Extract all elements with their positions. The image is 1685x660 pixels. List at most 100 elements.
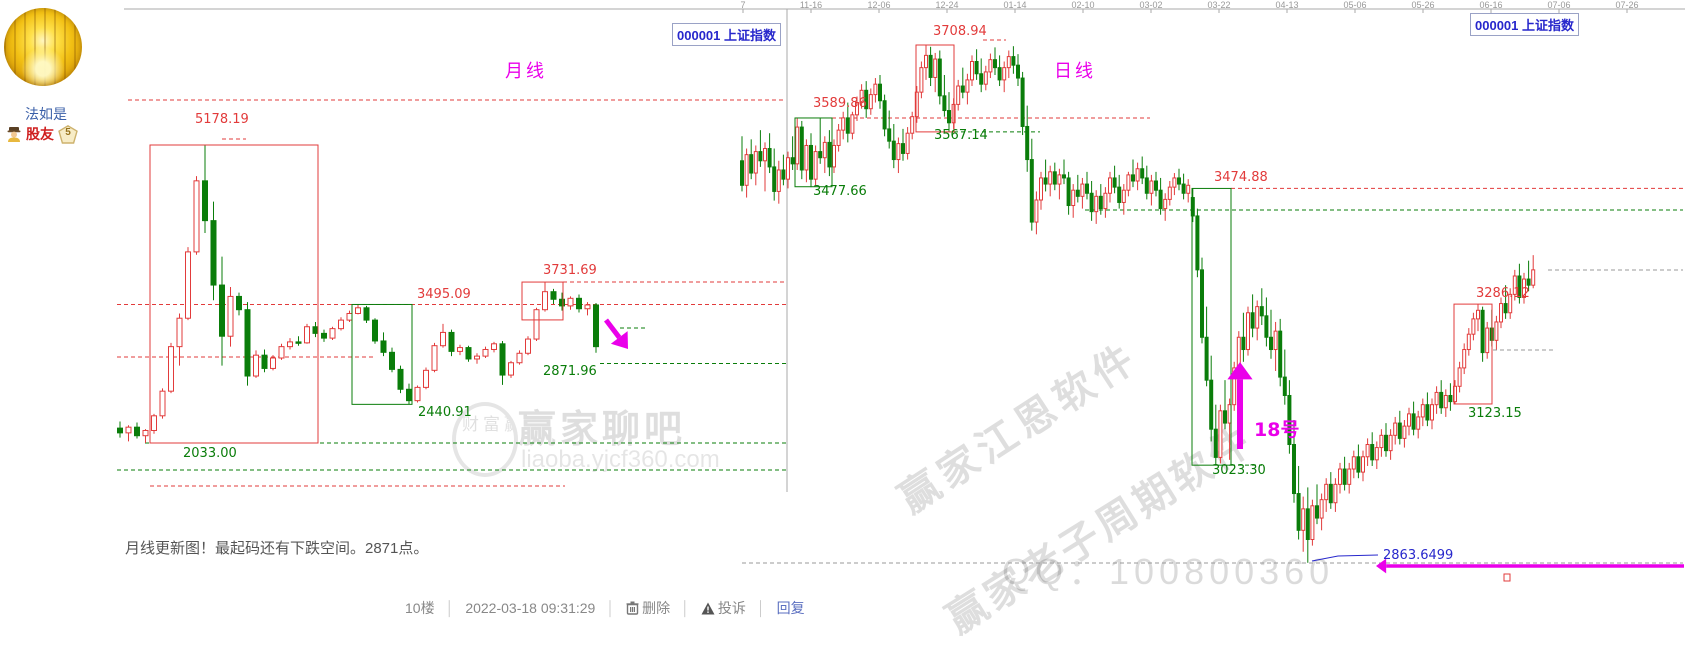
candle-body [533, 309, 540, 340]
candle-body [1269, 336, 1273, 351]
candle-body [1462, 349, 1467, 369]
candle-body [491, 343, 497, 350]
candle-body [1434, 391, 1439, 406]
candle-body [1020, 77, 1025, 127]
candle-body [1512, 275, 1517, 295]
candle-body [1098, 195, 1103, 210]
candle-body [1526, 278, 1531, 286]
candle-body [1135, 168, 1140, 182]
candle-body [236, 295, 242, 311]
candle-body [1282, 376, 1287, 396]
candle-body [593, 304, 599, 348]
annotation-box [521, 281, 564, 321]
candle-body [559, 298, 565, 307]
candle-body [542, 291, 548, 311]
magenta-arrow-head [1227, 362, 1253, 380]
candle-body [1301, 508, 1306, 531]
candle-body [781, 169, 786, 180]
candle-body [1443, 394, 1448, 409]
candle-body [804, 144, 809, 171]
candle-body [125, 426, 132, 434]
candle-body [1186, 184, 1191, 194]
avatar[interactable] [4, 8, 82, 86]
candle-body [1209, 379, 1214, 430]
candle-body [117, 427, 123, 434]
candle-body [937, 58, 942, 97]
candle-body [1397, 422, 1402, 439]
candle-body [956, 85, 961, 105]
candle-body [1052, 171, 1057, 185]
annotation-box [1191, 187, 1232, 466]
candle-body [1310, 505, 1315, 540]
candle-body [1250, 312, 1255, 329]
delete-button[interactable]: 删除 [626, 598, 670, 618]
candle-body [329, 328, 336, 339]
candle-body [1163, 198, 1168, 210]
candle-body [1043, 177, 1048, 185]
candle-body [1333, 483, 1338, 504]
candle-body [960, 85, 965, 93]
candle-body [304, 326, 310, 344]
reply-button[interactable]: 回复 [776, 600, 805, 616]
candle-body [474, 355, 480, 360]
candle-body [744, 154, 749, 186]
candle-body [1374, 447, 1379, 461]
candle-body [1167, 186, 1172, 200]
candle-body [1154, 180, 1158, 191]
candle-body [193, 180, 200, 253]
left-chart-period-label: 月线 [505, 61, 547, 81]
candle-body [1457, 367, 1462, 387]
username[interactable]: 法如是 [25, 106, 67, 122]
candle-body [1338, 468, 1342, 485]
candle-body [919, 67, 924, 93]
candle-body [896, 143, 901, 161]
trash-icon [626, 601, 639, 615]
candle-body [1140, 168, 1145, 179]
candle-body [965, 79, 970, 93]
candle-body [508, 362, 514, 376]
candle-body [850, 114, 855, 134]
footer-divider [606, 600, 615, 616]
user-badges: 股友 5 [6, 124, 106, 144]
post-timestamp: 2022-03-18 09:31:29 [465, 600, 596, 616]
candle-body [423, 369, 429, 388]
candle-body [1264, 315, 1269, 338]
candle-body [1108, 177, 1112, 194]
candle-body [159, 390, 166, 417]
level-number: 5 [65, 126, 71, 138]
charts-canvas [117, 8, 1685, 582]
candle-body [928, 54, 933, 78]
candle-body [414, 386, 421, 402]
report-button[interactable]: 投诉 [701, 598, 746, 618]
candle-body [142, 429, 149, 437]
candle-body [1158, 189, 1163, 210]
level-shield-icon [58, 124, 78, 144]
candle-body [346, 312, 353, 321]
candle-body [406, 388, 412, 402]
candle-body [993, 59, 997, 69]
candle-body [1531, 269, 1536, 286]
candle-body [832, 144, 836, 168]
candle-body [440, 331, 446, 347]
label-connector-line [1311, 554, 1379, 562]
candle-body [1356, 456, 1361, 473]
candle-body [1315, 505, 1319, 519]
candle-body [1029, 159, 1034, 223]
annotation-box [149, 144, 319, 444]
candle-body [567, 297, 574, 307]
candle-body [758, 151, 763, 162]
candle-body [1273, 330, 1278, 351]
candle-body [924, 54, 928, 69]
candle-body [772, 166, 777, 192]
candle-body [1508, 293, 1513, 314]
candle-body [576, 297, 582, 310]
candle-body [1292, 444, 1296, 495]
user-role-label: 股友 [26, 126, 54, 142]
annotation-box [794, 117, 833, 188]
candle-body [176, 317, 183, 348]
candle-body [1025, 125, 1030, 161]
candle-body [947, 110, 951, 124]
candle-body [312, 326, 319, 334]
candle-body [227, 295, 234, 337]
candle-body [1131, 174, 1135, 182]
